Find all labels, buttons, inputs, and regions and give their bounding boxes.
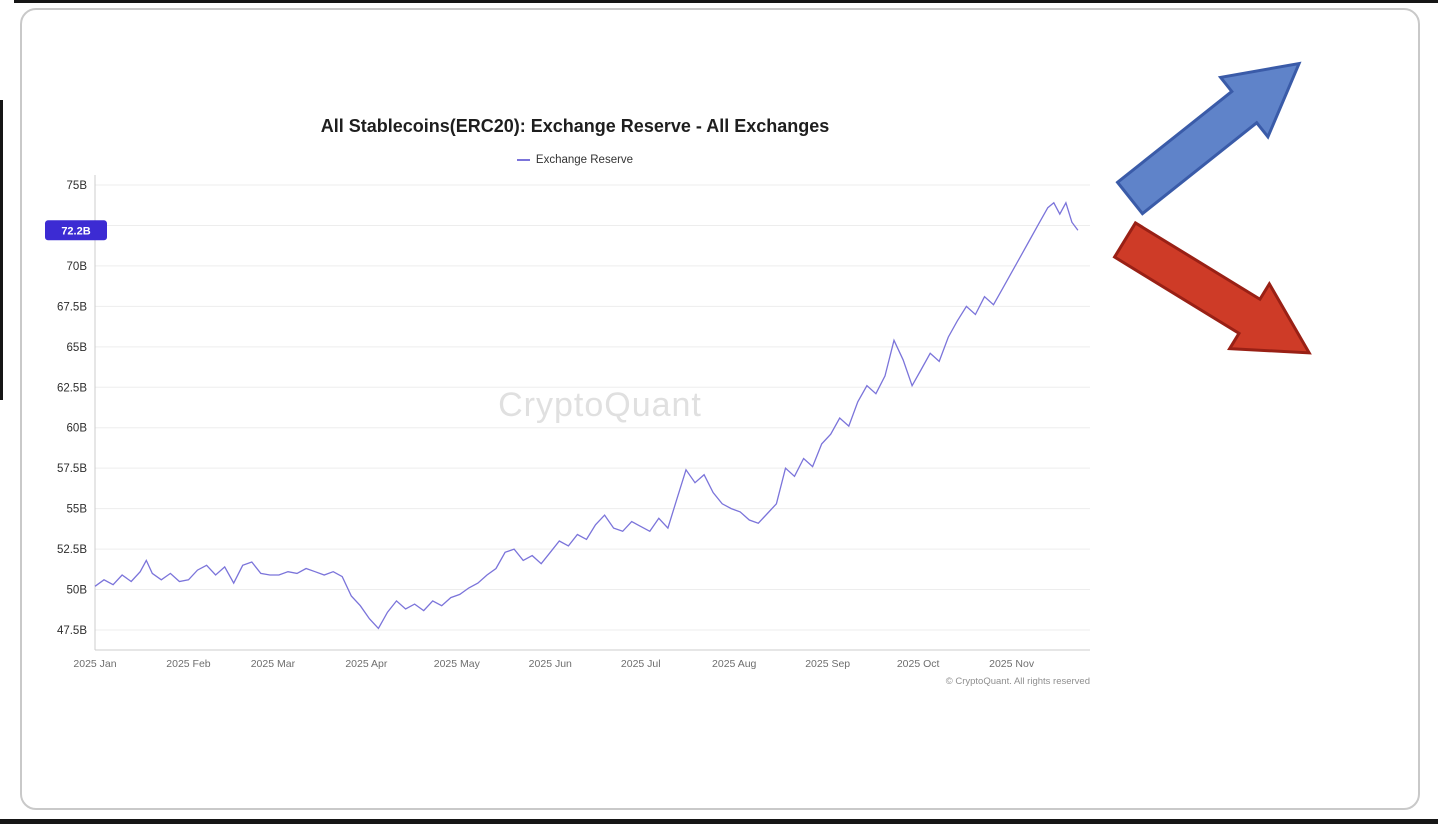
up-arrow-icon bbox=[1115, 61, 1302, 216]
svg-text:2025 Aug: 2025 Aug bbox=[712, 658, 757, 670]
svg-text:2025 Mar: 2025 Mar bbox=[251, 658, 296, 670]
legend: Exchange Reserve bbox=[125, 154, 1025, 166]
svg-text:75B: 75B bbox=[67, 180, 88, 192]
screen-edge-bottom bbox=[0, 819, 1438, 824]
annotation-arrows bbox=[1112, 61, 1312, 355]
reserve-line-chart: 75B 70B 67.5B 65B 62.5B 60B 57.5B 55B 52.5B 50B 47… bbox=[45, 175, 1090, 670]
watermark: CryptoQuant bbox=[498, 386, 702, 424]
svg-text:57.5B: 57.5B bbox=[57, 463, 87, 475]
svg-text:47.5B: 47.5B bbox=[57, 625, 87, 637]
svg-text:62.5B: 62.5B bbox=[57, 382, 87, 394]
svg-text:50B: 50B bbox=[67, 585, 88, 597]
svg-text:2025 Oct: 2025 Oct bbox=[897, 658, 940, 670]
down-arrow-icon bbox=[1112, 220, 1312, 355]
svg-text:70B: 70B bbox=[67, 261, 88, 273]
svg-text:2025 Feb: 2025 Feb bbox=[166, 658, 211, 670]
svg-text:67.5B: 67.5B bbox=[57, 301, 87, 313]
svg-text:2025 Nov: 2025 Nov bbox=[989, 658, 1035, 670]
exchange-reserve-line bbox=[94, 201, 1079, 630]
svg-text:2025 Jun: 2025 Jun bbox=[529, 658, 572, 670]
legend-line-icon bbox=[516, 159, 530, 161]
svg-text:2025 Jan: 2025 Jan bbox=[73, 658, 116, 670]
legend-label: Exchange Reserve bbox=[535, 154, 634, 166]
svg-text:55B: 55B bbox=[67, 504, 88, 516]
current-value-badge bbox=[45, 220, 107, 241]
chart-title: All Stablecoins(ERC20): Exchange Reserve… bbox=[320, 116, 830, 136]
screen-edge-left bbox=[0, 100, 3, 400]
svg-text:2025 May: 2025 May bbox=[434, 658, 481, 670]
svg-text:2025 Sep: 2025 Sep bbox=[805, 658, 850, 670]
svg-text:52.5B: 52.5B bbox=[57, 544, 87, 556]
svg-text:72.2B: 72.2B bbox=[61, 225, 90, 237]
svg-text:2025 Apr: 2025 Apr bbox=[345, 658, 388, 670]
copyright-text: © CryptoQuant. All rights reserved bbox=[945, 676, 1090, 687]
svg-text:65B: 65B bbox=[67, 342, 88, 354]
screen-edge-top bbox=[14, 0, 1438, 3]
svg-text:60B: 60B bbox=[67, 423, 88, 435]
svg-text:2025 Jul: 2025 Jul bbox=[621, 658, 661, 670]
